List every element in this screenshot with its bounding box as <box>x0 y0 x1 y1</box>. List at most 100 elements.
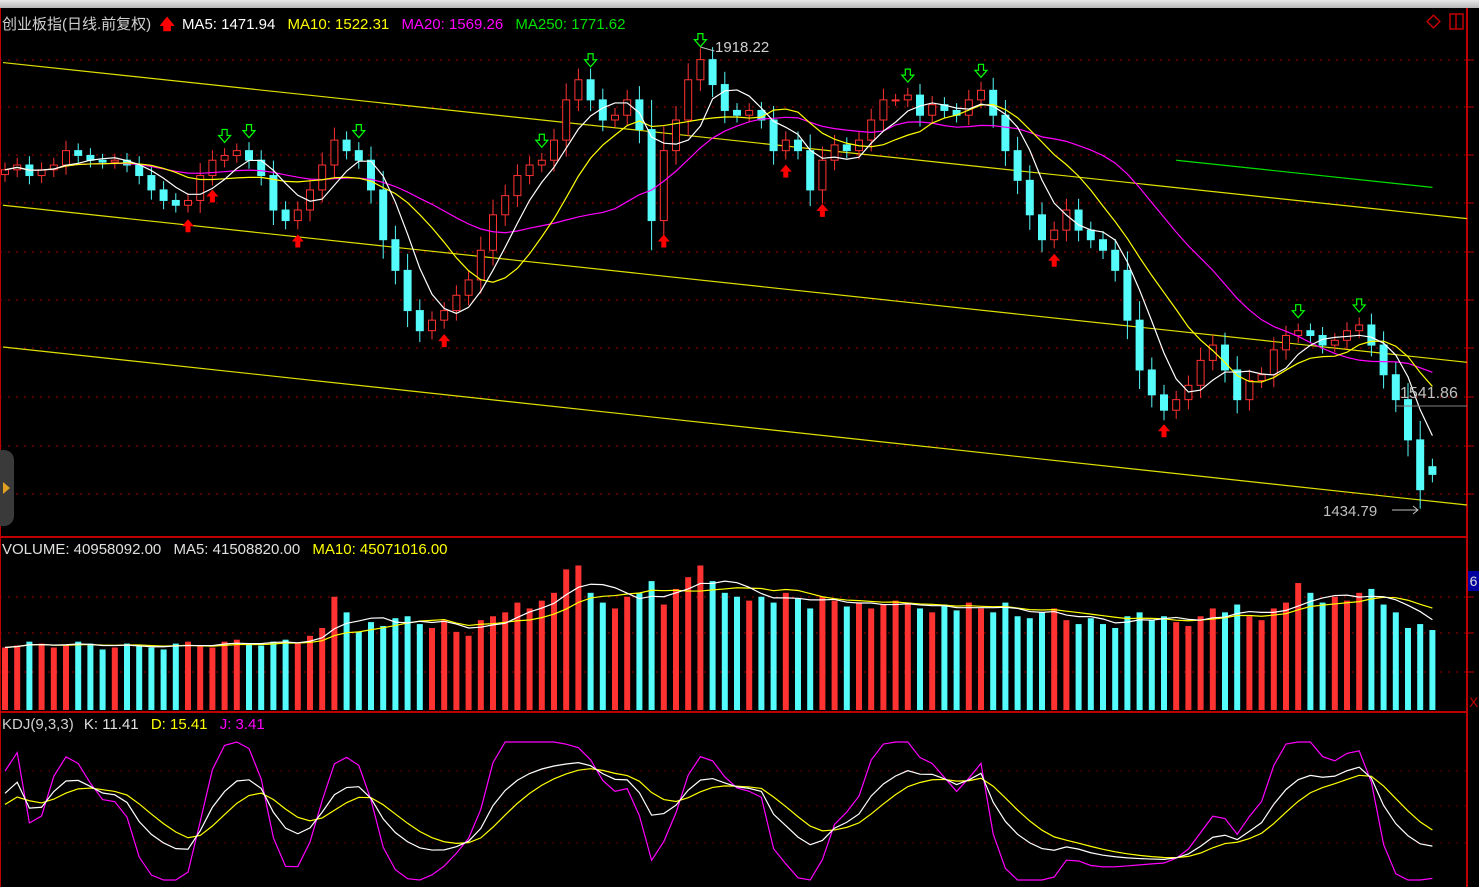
candlestick <box>684 79 693 121</box>
ma20-line <box>4 116 1433 373</box>
buy-arrow-icon <box>1048 253 1061 267</box>
candlestick <box>1196 359 1205 386</box>
volume-bar <box>148 647 155 710</box>
candlestick <box>525 164 534 177</box>
volume-bar <box>1014 616 1021 710</box>
candlestick <box>1416 439 1425 491</box>
ma10-line <box>4 103 1433 387</box>
high-pointer <box>700 46 715 52</box>
volume-bar <box>1173 622 1180 710</box>
sell-arrow-icon <box>534 133 550 149</box>
volume-bar <box>1295 583 1302 710</box>
trend-channel-line <box>2 61 1468 220</box>
volume-bar <box>1100 624 1106 710</box>
candlestick <box>464 279 473 296</box>
volume-bar <box>1063 620 1070 710</box>
candlestick <box>171 199 180 206</box>
volume-bar <box>1258 620 1265 710</box>
candlestick <box>1282 334 1290 351</box>
candlestick <box>623 99 632 116</box>
volume-bar <box>709 581 716 710</box>
candlestick <box>696 59 705 81</box>
volume-bar <box>331 596 338 710</box>
candlestick <box>1001 114 1010 152</box>
volume-bar <box>734 596 740 710</box>
volume-bar <box>343 612 350 710</box>
volume-bar <box>185 641 191 710</box>
candlestick <box>635 99 644 131</box>
kdj-d-value: D: 15.41 <box>150 716 208 733</box>
high-price-label: 1918.22 <box>715 39 770 56</box>
candlestick <box>1 169 9 176</box>
volume-bar <box>465 635 472 710</box>
candlestick <box>342 139 351 152</box>
candlestick <box>1111 249 1120 271</box>
sell-arrow-icon <box>351 124 367 139</box>
candlestick <box>1233 369 1242 401</box>
volume-bar <box>941 604 948 710</box>
candlestick <box>1330 339 1339 346</box>
candlestick <box>1367 324 1376 346</box>
candlestick <box>1074 209 1083 231</box>
volume-bar <box>368 622 374 710</box>
candlestick <box>476 249 485 281</box>
price-panel-header: 创业板指(日线.前复权) 🡅 MA5: 1471.94 MA10: 1522.3… <box>2 13 633 39</box>
candlestick <box>232 150 241 156</box>
volume-bar <box>124 643 130 710</box>
buy-arrow-icon <box>206 189 219 203</box>
volume-bar <box>136 645 143 710</box>
candlestick <box>867 119 876 141</box>
volume-bar <box>770 602 777 710</box>
sell-arrow-icon <box>1351 298 1367 313</box>
side-panel-toggle[interactable] <box>0 450 14 526</box>
candlestick <box>367 159 375 191</box>
kdj-panel-header: KDJ(9,3,3) K: 11.41 D: 15.41 J: 3.41 <box>2 716 273 733</box>
candlestick <box>928 104 937 116</box>
candlestick <box>452 294 461 312</box>
volume-bar <box>14 645 21 710</box>
volume-bar <box>1197 616 1204 710</box>
buy-arrow-icon <box>779 164 792 178</box>
candlestick <box>537 159 546 166</box>
kdj-name: KDJ(9,3,3) <box>2 716 74 733</box>
volume-bar <box>404 616 411 710</box>
candlestick <box>830 144 839 161</box>
volume-bar <box>1222 612 1228 710</box>
sell-arrow-icon <box>217 128 232 144</box>
candlestick <box>1086 229 1095 241</box>
volume-bar <box>392 618 399 710</box>
volume-bar <box>758 596 765 710</box>
candlestick <box>220 154 229 161</box>
volume-bar <box>526 608 533 710</box>
volume-bar <box>953 610 960 710</box>
volume-bar <box>1112 627 1119 710</box>
volume-bar <box>1246 616 1253 710</box>
candlestick <box>208 159 217 177</box>
candlestick <box>1269 349 1278 376</box>
candlestick <box>184 199 192 206</box>
volume-scale-badge: 6 <box>1468 571 1479 591</box>
candlestick <box>513 175 522 197</box>
volume-bar <box>929 612 936 710</box>
candlestick <box>1025 179 1034 216</box>
volume-bar <box>843 606 850 710</box>
index-title: 创业板指(日线.前复权) <box>2 16 152 33</box>
volume-bar <box>2 647 8 710</box>
volume-bar <box>892 600 899 710</box>
candlestick <box>1294 330 1303 336</box>
volume-bar <box>1039 612 1045 710</box>
volume-bar <box>965 602 972 710</box>
candlestick <box>1391 374 1400 401</box>
ma5-value: MA5: 1471.94 <box>181 16 276 33</box>
volume-bar <box>111 647 118 710</box>
candlestick <box>98 159 107 163</box>
volume-bar <box>453 631 460 710</box>
candlestick <box>1355 324 1364 332</box>
buy-arrow-icon <box>291 234 304 248</box>
close-x-icon: X <box>1469 694 1479 710</box>
volume-bar <box>50 647 57 710</box>
volume-bar <box>1429 630 1436 710</box>
volume-bar <box>1270 608 1277 710</box>
diamond-icon <box>1426 14 1441 29</box>
